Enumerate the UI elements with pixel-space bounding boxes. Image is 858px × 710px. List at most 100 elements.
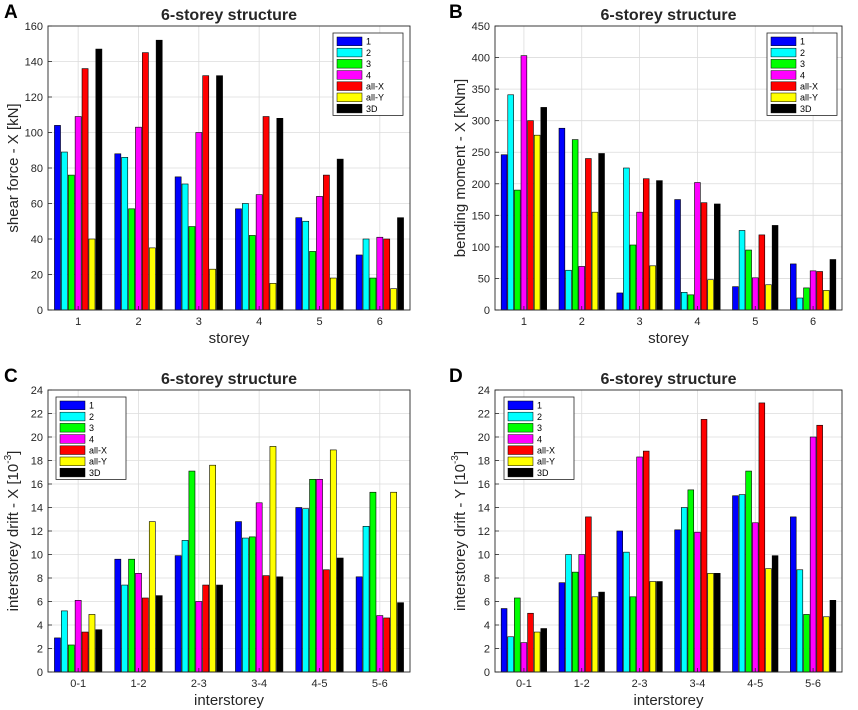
panel-d-bar-2-2-3 bbox=[623, 551, 630, 673]
panel-d-ytick-label-3: 6 bbox=[484, 597, 490, 609]
panel-c-bar-all-X-0-1 bbox=[81, 631, 89, 673]
panel-c-ytick-label-11: 22 bbox=[31, 409, 43, 421]
panel-d-bar-all-Y-0-1 bbox=[533, 631, 541, 673]
panel-b-bar-1-6 bbox=[790, 263, 797, 311]
panel-b-ytick-label-5: 250 bbox=[472, 147, 490, 159]
panel-c-bar-3-3-4 bbox=[248, 536, 256, 673]
panel-b-ytick-label-1: 50 bbox=[478, 273, 490, 285]
panel-d-legend-swatch-3D bbox=[507, 467, 534, 478]
panel-c-legend-swatch-all-Y bbox=[59, 456, 86, 466]
panel-a-bar-4-5 bbox=[316, 196, 323, 311]
panel-b-bar-4-3 bbox=[636, 211, 643, 311]
panel-a-ytick-label-3: 60 bbox=[31, 199, 43, 211]
panel-c-bar-4-2-3 bbox=[195, 601, 203, 673]
panel-c-bar-2-0-1 bbox=[61, 610, 68, 673]
panel-a-legend-swatch-all-X bbox=[336, 81, 363, 91]
panel-b-xtick-label-1: 2 bbox=[579, 316, 585, 328]
panel-a-bar-1-6 bbox=[355, 254, 363, 311]
panel-c-bar-1-2-3 bbox=[174, 555, 182, 673]
panel-c-bar-3-4-5 bbox=[309, 478, 316, 673]
panel-c-bar-all-Y-3-4 bbox=[269, 446, 277, 673]
panel-a-bar-4-1 bbox=[74, 116, 82, 311]
panel-d-bar-all-X-2-3 bbox=[642, 450, 650, 673]
panel-d-ytick-label-8: 16 bbox=[478, 479, 490, 491]
panel-d-legend-label-1: 1 bbox=[537, 401, 542, 411]
panel-b-bar-3D-1 bbox=[540, 107, 547, 311]
panel-b-legend-swatch-4 bbox=[770, 70, 797, 80]
panel-d-bar-4-1-2 bbox=[578, 554, 585, 673]
panel-b-bar-4-1 bbox=[520, 55, 528, 311]
panel-c-bar-2-5-6 bbox=[362, 525, 370, 673]
panel-c-bar-3-2-3 bbox=[188, 470, 196, 673]
panel-c-bar-3D-5-6 bbox=[397, 602, 404, 673]
panel-d-xtick-label-4: 4-5 bbox=[747, 678, 763, 690]
panel-a-legend-label-1: 1 bbox=[366, 37, 371, 47]
panel-b-bar-all-Y-2 bbox=[591, 211, 599, 311]
panel-d-ytick-label-11: 22 bbox=[478, 409, 490, 421]
panel-c-bar-4-5-6 bbox=[376, 615, 384, 673]
panel-b-bar-3D-5 bbox=[771, 225, 779, 311]
panel-d-bar-2-0-1 bbox=[507, 636, 514, 673]
panel-c-ylabel: interstorey drift - X [10-3] bbox=[3, 451, 22, 612]
panel-a-bar-3D-3 bbox=[216, 75, 223, 311]
panel-b-bar-all-Y-1 bbox=[533, 134, 541, 311]
panel-a-xtick-label-2: 3 bbox=[196, 316, 202, 328]
panel-d-xtick-label-5: 5-6 bbox=[805, 678, 821, 690]
panel-d-ytick-label-5: 10 bbox=[478, 550, 490, 562]
panel-d-bar-3D-4-5 bbox=[771, 555, 779, 673]
panel-d-legend-label-all-Y: all-Y bbox=[537, 457, 555, 467]
panel-d-title: 6-storey structure bbox=[600, 371, 736, 388]
panel-a-bar-3D-6 bbox=[397, 217, 404, 311]
panel-a-xtick-label-5: 6 bbox=[377, 316, 383, 328]
panel-c-bar-2-1-2 bbox=[121, 584, 129, 673]
panel-a-ylabel: shear force - X [kN] bbox=[5, 103, 22, 232]
panel-a-xlabel: storey bbox=[209, 330, 250, 347]
panel-a-panel-label: A bbox=[4, 2, 18, 23]
panel-c-bar-all-Y-1-2 bbox=[148, 521, 156, 673]
panel-c-bar-all-X-1-2 bbox=[142, 597, 149, 673]
panel-d-bar-3-0-1 bbox=[514, 597, 521, 673]
panel-c-xlabel: interstorey bbox=[194, 692, 265, 709]
panel-c-legend-label-3D: 3D bbox=[89, 468, 101, 478]
panel-d-ytick-label-4: 8 bbox=[484, 573, 490, 585]
panel-d-legend-swatch-3 bbox=[507, 423, 534, 433]
panel-d-bar-3-2-3 bbox=[629, 596, 637, 673]
panel-a-xtick-label-1: 2 bbox=[135, 316, 141, 328]
panel-a-bar-1-1 bbox=[54, 125, 61, 311]
panel-c-bar-all-Y-4-5 bbox=[329, 449, 337, 673]
panel-c-bar-3D-4-5 bbox=[336, 557, 344, 673]
panel-d-bar-3-5-6 bbox=[803, 614, 810, 673]
panel-c-bar-3-5-6 bbox=[369, 491, 377, 673]
panel-a-bar-2-6 bbox=[362, 238, 370, 311]
panel-c-bar-3D-0-1 bbox=[95, 629, 103, 673]
panel-d-ylabel-suffix: ] bbox=[452, 451, 469, 455]
panel-d-bar-1-4-5 bbox=[732, 495, 739, 673]
panel-b-legend-swatch-3 bbox=[770, 59, 797, 69]
panel-b-bar-3D-4 bbox=[714, 203, 721, 311]
panel-c-bar-3-0-1 bbox=[67, 644, 75, 673]
panel-a-bar-3-2 bbox=[128, 208, 135, 311]
panel-b-legend-swatch-3D bbox=[770, 103, 797, 114]
panel-a-bar-1-3 bbox=[174, 176, 182, 311]
panel-d-legend-label-2: 2 bbox=[537, 412, 542, 422]
panel-b-bar-1-2 bbox=[558, 127, 566, 311]
panel-c-ylabel-text: interstorey drift - X [10 bbox=[5, 464, 22, 612]
panel-c-title: 6-storey structure bbox=[161, 371, 297, 388]
panel-a-bar-all-Y-1 bbox=[88, 238, 96, 311]
panel-d-bar-3-4-5 bbox=[745, 470, 752, 673]
panel-b-bar-all-X-2 bbox=[585, 158, 592, 311]
panel-d-bar-all-Y-3-4 bbox=[707, 572, 714, 673]
panel-c-xtick-label-3: 3-4 bbox=[251, 678, 267, 690]
panel-b-bar-3D-3 bbox=[656, 180, 663, 311]
panel-b-legend-swatch-2 bbox=[770, 47, 797, 58]
panel-c-ytick-label-2: 4 bbox=[37, 620, 43, 632]
panel-d-bar-all-X-5-6 bbox=[816, 424, 823, 673]
panel-d-legend-label-3: 3 bbox=[537, 423, 542, 433]
panel-a-bar-4-3 bbox=[195, 132, 203, 311]
panel-c-ytick-label-4: 8 bbox=[37, 573, 43, 585]
panel-d-ytick-label-9: 18 bbox=[478, 456, 490, 468]
